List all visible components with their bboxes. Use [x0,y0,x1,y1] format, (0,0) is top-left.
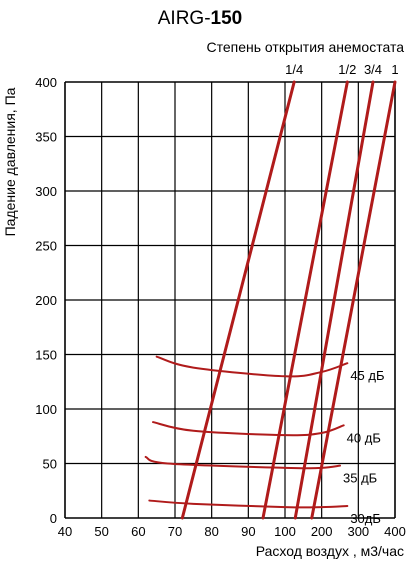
y-tick-label: 0 [50,511,57,526]
noise-label: 45 дБ [350,368,384,383]
x-tick-label: 60 [131,524,145,539]
x-tick-label: 300 [347,524,369,539]
series-lines [144,80,397,520]
y-tick-label: 250 [35,239,57,254]
y-tick-label: 50 [43,457,57,472]
y-tick-label: 300 [35,184,57,199]
y-tick-label: 150 [35,348,57,363]
x-tick-label: 200 [311,524,333,539]
noise-label: 40 дБ [347,430,381,445]
opening-line-3-4 [293,80,375,520]
x-tick-label: 90 [241,524,255,539]
y-tick-label: 350 [35,130,57,145]
noise-curve [144,455,341,470]
axis-tick-labels: 40 50 60 70 80 90 100 200 300 400 0 50 100 150 200 250 3… [35,75,406,539]
x-tick-label: 50 [94,524,108,539]
x-tick-label: 80 [204,524,218,539]
opening-line-1-2 [261,80,349,520]
x-tick-label: 40 [58,524,72,539]
y-tick-label: 400 [35,75,57,90]
grid [64,81,396,519]
opening-line-1-4 [180,80,296,520]
y-axis-label: Падение давления, Па [2,87,18,236]
x-tick-label: 70 [168,524,182,539]
noise-curve [155,355,349,378]
opening-label: 1/4 [285,62,303,77]
opening-label: 1 [391,62,398,77]
y-tick-label: 200 [35,293,57,308]
opening-label: 1/2 [338,62,356,77]
noise-label: 35 дБ [343,471,377,486]
opening-label: 3/4 [364,62,382,77]
chart-title: AIRG-150 [158,8,242,29]
noise-curve [152,421,345,437]
series-labels: 1/4 1/2 3/4 1 45 дБ 40 дБ 35 дБ 30дБ [285,62,398,526]
opening-line-1 [310,80,397,520]
noise-curve [148,499,349,509]
noise-label: 30дБ [350,511,381,526]
x-axis-label: Расход воздух , м3/час [256,543,404,559]
x-tick-label: 100 [274,524,296,539]
x-tick-label: 400 [384,524,406,539]
chart-subtitle: Степень открытия анемостата [207,39,405,55]
y-tick-label: 100 [35,402,57,417]
